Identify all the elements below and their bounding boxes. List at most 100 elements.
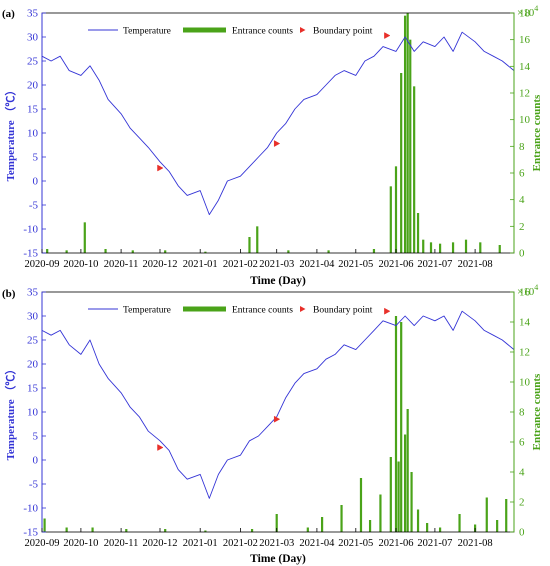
x-tick-label: 2020-09 (25, 538, 60, 549)
y-right-tick-label: 4 (519, 194, 525, 206)
entrance-count-bar (416, 509, 420, 532)
legend-temperature-label: Temperature (123, 306, 171, 316)
x-tick-label: 2020-09 (25, 259, 60, 270)
y-right-tick-label: 14 (519, 61, 531, 73)
x-tick-label: 2021-07 (417, 538, 452, 549)
x-tick-label: 2021-08 (458, 538, 493, 549)
plot-frame (41, 291, 515, 533)
y-right-tick-label: 10 (519, 377, 531, 389)
entrance-count-bar (505, 499, 508, 532)
y-left-tick-label: 35 (27, 8, 39, 20)
entrance-count-bar (125, 529, 128, 532)
y-left-tick-label: 15 (27, 383, 39, 395)
x-tick-label: 2021-06 (379, 538, 414, 549)
legend-entrance-label: Entrance counts (232, 306, 293, 316)
plot-frame (41, 12, 515, 254)
y-left-tick-label: 10 (27, 407, 39, 419)
y-right-tick-label: 8 (519, 407, 525, 419)
entrance-count-bar (204, 530, 207, 532)
entrance-count-bar (429, 242, 433, 253)
entrance-count-bar (498, 245, 501, 253)
entrance-count-bar (496, 520, 499, 532)
entrance-count-bar (485, 497, 488, 532)
y-left-tick-label: 5 (33, 431, 39, 443)
legend-boundary-swatch (300, 306, 306, 312)
y-left-tick-label: 15 (27, 104, 39, 116)
y-left-tick-label: -10 (23, 503, 38, 515)
x-tick-label: 2021-03 (259, 538, 294, 549)
entrance-count-bar (368, 520, 372, 532)
x-tick-label: 2021-08 (458, 259, 493, 270)
entrance-count-bar (250, 529, 254, 532)
entrance-count-bar (164, 250, 167, 253)
entrance-count-bar (403, 434, 407, 532)
entrance-count-bar (65, 527, 68, 532)
x-tick-label: 2020-11 (104, 538, 139, 549)
entrance-count-bar (104, 249, 107, 253)
entrance-count-bar (65, 250, 68, 253)
boundary-point-marker (273, 140, 281, 147)
entrance-count-bar (403, 15, 407, 253)
entrance-count-bar (379, 494, 382, 532)
entrance-count-bar (413, 86, 416, 253)
entrance-count-bar (394, 166, 398, 253)
x-tick-label: 2021-02 (223, 259, 258, 270)
entrance-count-bar (451, 242, 455, 253)
x-tick-label: 2021-04 (299, 259, 335, 270)
entrance-count-bar (422, 239, 425, 253)
y-left-tick-label: 25 (27, 335, 39, 347)
y-right-axis-title: Entrance counts (531, 94, 543, 171)
y-left-tick-label: 35 (27, 287, 39, 299)
boundary-point-marker (157, 164, 164, 172)
y-right-tick-label: 6 (519, 168, 525, 180)
legend-boundary-swatch (300, 27, 306, 33)
boundary-point-marker (384, 32, 391, 39)
x-tick-label: 2021-01 (183, 538, 218, 549)
y-right-tick-label: 16 (519, 34, 531, 46)
entrance-count-bar (406, 13, 409, 253)
panel-label: (a) (2, 8, 15, 20)
chart-panel-b: (b) -15 -10 -5 0 5 10 15 20 25 30 35 0 2 4 6 8 10 12 14 16×1… (2, 283, 543, 565)
temperature-line (41, 310, 515, 499)
entrance-count-bar (389, 186, 392, 253)
x-tick-label: 2021-02 (223, 538, 258, 549)
entrance-count-bar (275, 514, 278, 532)
entrance-count-bar (306, 527, 309, 532)
entrance-count-bar (400, 322, 403, 532)
entrance-count-bar (359, 478, 363, 532)
y-right-tick-label: 18 (519, 8, 531, 20)
x-tick-label: 2021-05 (338, 538, 373, 549)
y-right-tick-label: 10 (519, 114, 531, 126)
x-tick-label: 2020-12 (143, 259, 178, 270)
x-tick-label: 2021-04 (299, 538, 335, 549)
legend-entrance-swatch (183, 306, 226, 312)
y-left-tick-label: 30 (27, 32, 39, 44)
entrance-count-bar (416, 213, 420, 253)
legend-temperature-label: Temperature (123, 27, 171, 37)
x-tick-label: 2021-01 (183, 259, 218, 270)
temperature-line (41, 31, 515, 216)
entrance-count-bar (131, 250, 134, 253)
y-right-tick-label: 2 (519, 221, 525, 233)
entrance-count-bar (248, 237, 251, 253)
entrance-count-bar (164, 529, 167, 532)
legend-boundary-label: Boundary point (313, 27, 373, 37)
x-tick-label: 2021-03 (259, 259, 294, 270)
y-right-tick-label: 14 (519, 317, 531, 329)
entrance-count-bar (438, 527, 442, 532)
y-left-axis-title: Temperature （℃） (4, 364, 17, 461)
legend-boundary-label: Boundary point (313, 306, 373, 316)
entrance-count-bar (394, 316, 398, 532)
legend-entrance-swatch (183, 27, 226, 33)
y-right-scale-label: ×104 (517, 283, 538, 298)
entrance-count-bar (327, 250, 330, 253)
entrance-count-bar (83, 222, 86, 253)
y-left-tick-label: -15 (23, 527, 38, 539)
scale-exponent: 4 (534, 283, 538, 292)
entrance-count-bar (389, 457, 392, 532)
boundary-point-marker (384, 307, 391, 315)
boundary-point-marker (273, 415, 281, 423)
y-right-axis-title: Entrance counts (531, 373, 543, 450)
x-tick-label: 2020-11 (104, 259, 139, 270)
